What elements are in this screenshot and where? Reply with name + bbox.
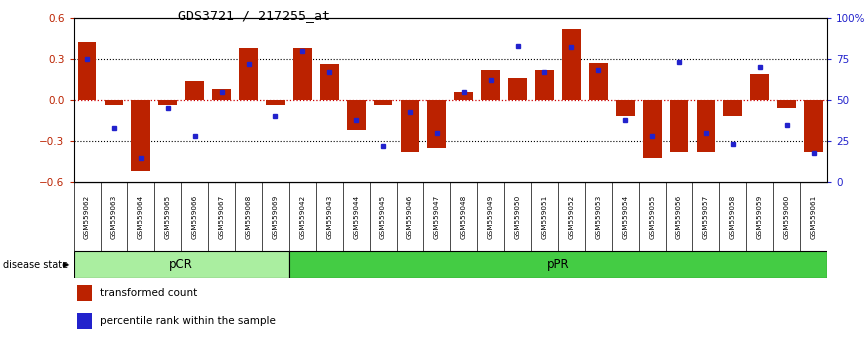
- Text: GSM559063: GSM559063: [111, 195, 117, 239]
- Bar: [78, 42, 96, 100]
- Bar: [428, 100, 446, 148]
- Text: GSM559042: GSM559042: [300, 195, 306, 239]
- Text: GSM559062: GSM559062: [84, 195, 90, 239]
- Text: GSM559059: GSM559059: [757, 195, 763, 239]
- Text: GSM559051: GSM559051: [541, 195, 547, 239]
- Bar: [158, 100, 178, 105]
- Bar: [643, 100, 662, 158]
- Bar: [455, 92, 473, 100]
- Bar: [696, 100, 715, 152]
- Text: GSM559068: GSM559068: [246, 195, 251, 239]
- Bar: [320, 64, 339, 100]
- Bar: [346, 100, 365, 130]
- Text: GSM559061: GSM559061: [811, 195, 817, 239]
- Bar: [750, 74, 769, 100]
- Text: pCR: pCR: [170, 258, 193, 271]
- Text: GSM559052: GSM559052: [568, 195, 574, 239]
- Text: GSM559069: GSM559069: [273, 195, 278, 239]
- Text: GSM559047: GSM559047: [434, 195, 440, 239]
- Bar: [616, 100, 635, 116]
- Text: disease state: disease state: [3, 259, 68, 270]
- Text: GSM559053: GSM559053: [595, 195, 601, 239]
- Bar: [778, 100, 796, 108]
- Text: GSM559044: GSM559044: [353, 195, 359, 239]
- Text: GSM559043: GSM559043: [326, 195, 333, 239]
- Text: GSM559045: GSM559045: [380, 195, 386, 239]
- Bar: [562, 29, 581, 100]
- Text: transformed count: transformed count: [100, 287, 197, 298]
- Bar: [373, 100, 392, 105]
- Bar: [105, 100, 123, 105]
- Bar: [266, 100, 285, 105]
- Text: percentile rank within the sample: percentile rank within the sample: [100, 316, 276, 326]
- Text: GSM559049: GSM559049: [488, 195, 494, 239]
- Bar: [723, 100, 742, 116]
- Bar: [77, 313, 93, 329]
- Bar: [805, 100, 823, 152]
- Text: ▶: ▶: [62, 260, 69, 269]
- Text: GDS3721 / 217255_at: GDS3721 / 217255_at: [178, 9, 330, 22]
- Bar: [293, 48, 312, 100]
- Bar: [289, 251, 827, 278]
- Text: GSM559055: GSM559055: [650, 195, 655, 239]
- Text: GSM559058: GSM559058: [730, 195, 736, 239]
- Bar: [212, 89, 231, 100]
- Bar: [77, 285, 93, 301]
- Bar: [74, 251, 289, 278]
- Bar: [535, 70, 554, 100]
- Text: GSM559056: GSM559056: [676, 195, 682, 239]
- Bar: [132, 100, 151, 171]
- Text: GSM559046: GSM559046: [407, 195, 413, 239]
- Text: GSM559065: GSM559065: [165, 195, 171, 239]
- Bar: [239, 48, 258, 100]
- Bar: [669, 100, 688, 152]
- Text: GSM559066: GSM559066: [191, 195, 197, 239]
- Text: GSM559048: GSM559048: [461, 195, 467, 239]
- Text: GSM559067: GSM559067: [218, 195, 224, 239]
- Text: GSM559050: GSM559050: [514, 195, 520, 239]
- Bar: [481, 70, 500, 100]
- Bar: [508, 78, 527, 100]
- Text: pPR: pPR: [546, 258, 569, 271]
- Text: GSM559057: GSM559057: [703, 195, 709, 239]
- Text: GSM559064: GSM559064: [138, 195, 144, 239]
- Text: GSM559060: GSM559060: [784, 195, 790, 239]
- Bar: [401, 100, 419, 152]
- Bar: [589, 63, 608, 100]
- Text: GSM559054: GSM559054: [623, 195, 628, 239]
- Bar: [185, 81, 204, 100]
